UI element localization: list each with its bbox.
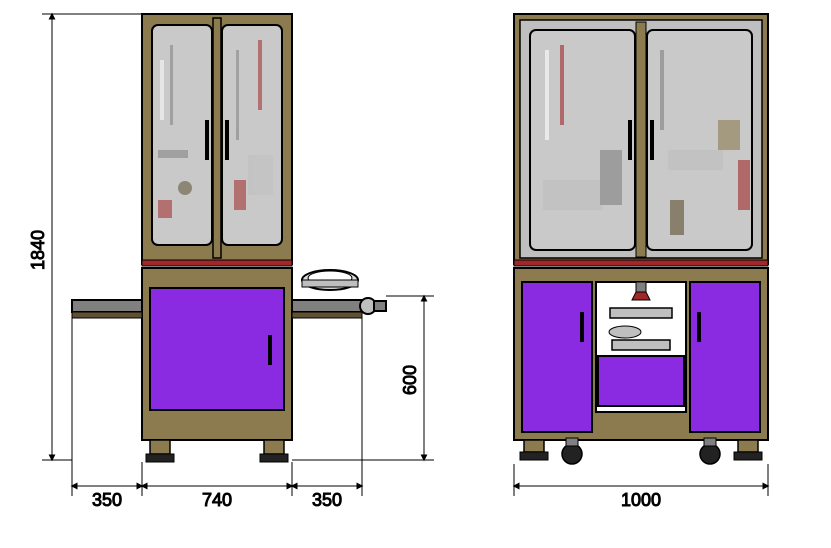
side-handle-left [628,120,632,160]
lower-cabinet-door [150,288,284,410]
dim-cabinet-height-label: 600 [400,365,420,395]
feet-front [146,440,288,462]
dim-center-label: 740 [202,490,232,510]
dim-side-right-label: 350 [312,490,342,510]
turntable [302,270,358,290]
side-lower-handle-right [697,312,701,342]
front-view [72,14,386,462]
motor-shaft [374,301,386,311]
upper-cabinet-door-right-glass [222,25,282,245]
side-view [514,14,768,464]
side-dimensions: 1000 [514,464,768,510]
dim-side-left-label: 350 [92,490,122,510]
conveyor-left [72,300,142,312]
feet-side [520,438,762,464]
machine-dimension-drawing: 1840 600 350 740 350 [0,0,831,543]
caster-icon [700,444,720,464]
door-handle-left [205,120,209,160]
dim-side-width-label: 1000 [621,490,661,510]
side-mullion [636,22,646,257]
lower-cabinet-handle [268,335,272,365]
side-lower-door-left [522,282,592,432]
side-separator [514,260,768,266]
separator-strip [142,260,292,266]
upper-cabinet-mullion [213,18,221,258]
door-handle-right [225,120,229,160]
dim-height-total-label: 1840 [28,230,48,270]
conveyor-left-base [72,312,142,318]
side-lower-door-right [690,282,760,432]
side-lower-handle-left [580,312,584,342]
conveyor-right [292,300,362,312]
conveyor-right-base [292,312,362,318]
side-handle-right [650,120,654,160]
caster-icon [562,444,582,464]
